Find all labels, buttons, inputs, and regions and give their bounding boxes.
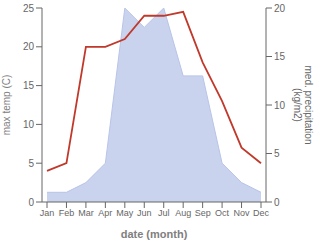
svg-text:Nov: Nov [234, 208, 251, 218]
svg-text:Sep: Sep [195, 208, 211, 218]
svg-text:10: 10 [23, 119, 35, 130]
svg-text:5: 5 [274, 148, 280, 159]
svg-text:med. precipitation(kg/m2): med. precipitation(kg/m2) [292, 66, 311, 145]
svg-text:Mar: Mar [78, 208, 94, 218]
svg-text:0: 0 [28, 197, 34, 208]
svg-text:5: 5 [28, 158, 34, 169]
svg-text:date (month): date (month) [121, 228, 188, 240]
svg-text:10: 10 [274, 100, 286, 111]
svg-text:0: 0 [274, 197, 280, 208]
svg-text:Oct: Oct [215, 208, 230, 218]
svg-text:Apr: Apr [98, 208, 112, 218]
svg-text:20: 20 [274, 3, 286, 14]
svg-text:May: May [116, 208, 134, 218]
svg-text:Jan: Jan [40, 208, 55, 218]
svg-text:25: 25 [23, 3, 35, 14]
svg-text:Jul: Jul [158, 208, 170, 218]
svg-text:max temp (C): max temp (C) [8, 75, 12, 136]
svg-text:15: 15 [23, 80, 35, 91]
svg-text:Aug: Aug [175, 208, 191, 218]
svg-text:20: 20 [23, 41, 35, 52]
svg-text:Dec: Dec [253, 208, 270, 218]
svg-text:Feb: Feb [59, 208, 75, 218]
svg-text:15: 15 [274, 51, 286, 62]
svg-text:Jun: Jun [137, 208, 152, 218]
